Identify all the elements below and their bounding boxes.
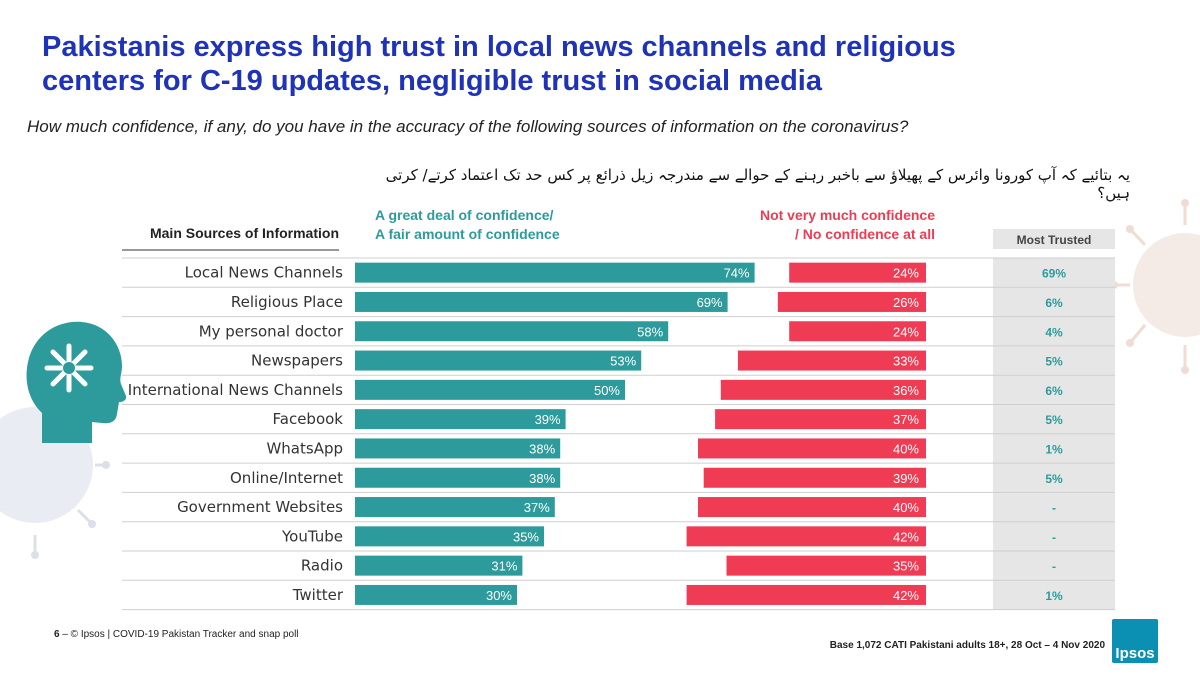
most-trusted-value: 6% — [1045, 296, 1063, 310]
positive-bar — [355, 321, 669, 342]
positive-bar — [355, 350, 642, 371]
page-number: 6 — [54, 629, 60, 640]
category-label: International News Channels — [128, 381, 343, 399]
most-trusted-value: 6% — [1045, 384, 1063, 398]
negative-value-label: 24% — [893, 266, 919, 281]
category-label: YouTube — [281, 527, 343, 545]
negative-value-label: 24% — [893, 324, 919, 339]
positive-value-label: 58% — [637, 324, 663, 339]
negative-legend-line-1: Not very much confidence — [760, 207, 935, 223]
question-text: How much confidence, if any, do you have… — [27, 117, 909, 136]
negative-value-label: 33% — [893, 354, 919, 369]
negative-value-label: 39% — [893, 471, 919, 486]
title-line-1: Pakistanis express high trust in local n… — [42, 31, 956, 63]
positive-bar — [355, 409, 566, 430]
negative-bar — [686, 584, 926, 605]
negative-bar — [789, 262, 926, 283]
negative-bar — [789, 321, 926, 342]
negative-bar — [686, 526, 926, 547]
negative-value-label: 40% — [893, 441, 919, 456]
most-trusted-value: 5% — [1045, 355, 1063, 369]
category-label: Newspapers — [251, 352, 343, 370]
category-label: Online/Internet — [230, 469, 343, 487]
negative-bar — [703, 467, 926, 488]
footer-source: 6 – © Ipsos | COVID-19 Pakistan Tracker … — [54, 629, 299, 640]
most-trusted-value: 69% — [1042, 267, 1066, 281]
negative-value-label: 42% — [893, 529, 919, 544]
positive-value-label: 69% — [697, 295, 723, 310]
positive-bar — [355, 584, 517, 605]
negative-bar — [777, 291, 926, 312]
negative-bar — [698, 438, 926, 459]
category-label: Religious Place — [231, 293, 343, 311]
negative-bar — [720, 379, 926, 400]
urdu-question-text: یہ بتائیے کہ آپ کورونا وائرس کے پھیلاؤ س… — [385, 166, 1130, 202]
negative-value-label: 35% — [893, 559, 919, 574]
most-trusted-value: 4% — [1045, 325, 1063, 339]
negative-value-label: 36% — [893, 383, 919, 398]
ipsos-logo: Ipsos — [1112, 619, 1158, 663]
positive-bar — [355, 262, 755, 283]
row-header: Main Sources of Information — [150, 225, 339, 241]
positive-bar — [355, 438, 561, 459]
positive-value-label: 35% — [513, 529, 539, 544]
positive-value-label: 38% — [529, 441, 555, 456]
positive-bar — [355, 526, 544, 547]
positive-value-label: 53% — [610, 354, 636, 369]
positive-legend-line-2: A fair amount of confidence — [375, 226, 560, 242]
most-trusted-value: - — [1052, 530, 1056, 544]
positive-value-label: 37% — [524, 500, 550, 515]
category-label: WhatsApp — [266, 439, 343, 457]
most-trusted-value: 5% — [1045, 472, 1063, 486]
category-label: Facebook — [273, 410, 344, 428]
footer-base: Base 1,072 CATI Pakistani adults 18+, 28… — [829, 640, 1105, 651]
positive-value-label: 50% — [594, 383, 620, 398]
positive-bar — [355, 291, 728, 312]
title-line-2: centers for C-19 updates, negligible tru… — [42, 65, 822, 97]
footer-source-text: – © Ipsos | COVID-19 Pakistan Tracker an… — [62, 629, 299, 640]
negative-value-label: 26% — [893, 295, 919, 310]
negative-value-label: 42% — [893, 588, 919, 603]
positive-value-label: 38% — [529, 471, 555, 486]
negative-bar — [698, 497, 926, 518]
most-trusted-value: - — [1052, 501, 1056, 515]
most-trusted-value: 1% — [1045, 442, 1063, 456]
negative-legend-line-2: / No confidence at all — [795, 226, 935, 242]
most-trusted-value: - — [1052, 560, 1056, 574]
slide-title: Pakistanis express high trust in local n… — [42, 30, 1162, 98]
positive-bar — [355, 497, 555, 518]
confidence-chart: Most Trusted Main Sources of Information A… — [122, 207, 1115, 611]
negative-bar — [726, 555, 926, 576]
most-trusted-header-bg — [993, 229, 1115, 249]
most-trusted-value: 5% — [1045, 413, 1063, 427]
category-label: My personal doctor — [199, 322, 344, 340]
category-label: Local News Channels — [185, 264, 344, 282]
positive-value-label: 74% — [724, 266, 750, 281]
positive-bar — [355, 379, 625, 400]
most-trusted-value: 1% — [1045, 589, 1063, 603]
positive-bar — [355, 467, 561, 488]
negative-value-label: 40% — [893, 500, 919, 515]
positive-bar — [355, 555, 523, 576]
positive-value-label: 30% — [486, 588, 512, 603]
negative-bar — [715, 409, 926, 430]
negative-bar — [737, 350, 926, 371]
positive-legend-line-1: A great deal of confidence/ — [375, 207, 554, 223]
negative-value-label: 37% — [893, 412, 919, 427]
positive-value-label: 31% — [491, 559, 517, 574]
most-trusted-header: Most Trusted — [1017, 233, 1092, 247]
positive-value-label: 39% — [535, 412, 561, 427]
category-label: Radio — [301, 557, 343, 575]
category-label: Twitter — [292, 586, 344, 604]
category-label: Government Websites — [177, 498, 343, 516]
